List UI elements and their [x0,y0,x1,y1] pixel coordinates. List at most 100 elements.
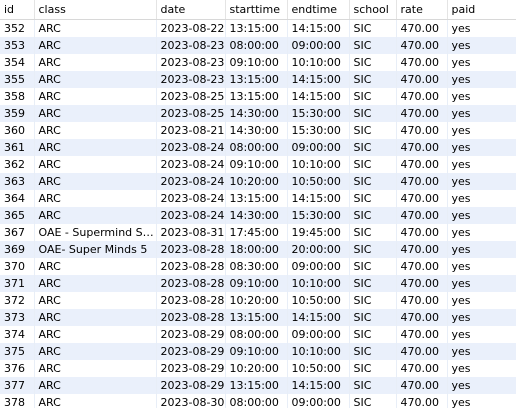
cell-endtime[interactable]: 14:15:00 [287,190,350,207]
cell-endtime[interactable]: 10:50:00 [287,173,350,190]
cell-class[interactable]: ARC [34,19,157,37]
cell-school[interactable]: SIC [349,105,397,122]
cell-endtime[interactable]: 14:15:00 [287,309,350,326]
cell-starttime[interactable]: 13:15:00 [225,190,288,207]
cell-starttime[interactable]: 08:00:00 [225,37,288,54]
cell-rate[interactable]: 470.00 [396,71,448,88]
cell-id[interactable]: 371 [0,275,35,292]
cell-date[interactable]: 2023-08-29 [156,377,226,394]
cell-class[interactable]: ARC [34,105,157,122]
cell-date[interactable]: 2023-08-24 [156,139,226,156]
cell-endtime[interactable]: 14:15:00 [287,88,350,105]
cell-class[interactable]: ARC [34,258,157,275]
cell-date[interactable]: 2023-08-22 [156,19,226,37]
cell-starttime[interactable]: 14:30:00 [225,122,288,139]
cell-endtime[interactable]: 15:30:00 [287,105,350,122]
cell-id[interactable]: 360 [0,122,35,139]
cell-date[interactable]: 2023-08-29 [156,343,226,360]
cell-starttime[interactable]: 17:45:00 [225,224,288,241]
cell-endtime[interactable]: 10:10:00 [287,343,350,360]
cell-id[interactable]: 377 [0,377,35,394]
cell-starttime[interactable]: 10:20:00 [225,173,288,190]
cell-school[interactable]: SIC [349,241,397,258]
cell-school[interactable]: SIC [349,394,397,408]
cell-school[interactable]: SIC [349,173,397,190]
cell-date[interactable]: 2023-08-25 [156,105,226,122]
cell-class[interactable]: ARC [34,377,157,394]
cell-date[interactable]: 2023-08-29 [156,326,226,343]
cell-paid[interactable]: yes [447,122,516,139]
cell-id[interactable]: 354 [0,54,35,71]
cell-starttime[interactable]: 13:15:00 [225,309,288,326]
cell-endtime[interactable]: 15:30:00 [287,122,350,139]
column-header-rate[interactable]: rate [396,0,448,20]
cell-school[interactable]: SIC [349,343,397,360]
cell-starttime[interactable]: 14:30:00 [225,105,288,122]
cell-class[interactable]: ARC [34,275,157,292]
cell-date[interactable]: 2023-08-23 [156,54,226,71]
table-row[interactable]: 365 ARC 2023-08-24 14:30:00 15:30:00 SIC 470.0… [0,207,516,224]
cell-id[interactable]: 355 [0,71,35,88]
cell-starttime[interactable]: 09:10:00 [225,156,288,173]
cell-school[interactable]: SIC [349,71,397,88]
cell-date[interactable]: 2023-08-24 [156,173,226,190]
cell-paid[interactable]: yes [447,207,516,224]
cell-date[interactable]: 2023-08-24 [156,190,226,207]
cell-paid[interactable]: yes [447,309,516,326]
cell-class[interactable]: OAE - Supermind St... [34,224,157,241]
cell-rate[interactable]: 470.00 [396,224,448,241]
cell-endtime[interactable]: 09:00:00 [287,326,350,343]
cell-rate[interactable]: 470.00 [396,19,448,37]
cell-class[interactable]: ARC [34,71,157,88]
cell-id[interactable]: 362 [0,156,35,173]
cell-starttime[interactable]: 13:15:00 [225,88,288,105]
cell-school[interactable]: SIC [349,37,397,54]
cell-starttime[interactable]: 08:00:00 [225,394,288,408]
cell-id[interactable]: 359 [0,105,35,122]
cell-endtime[interactable]: 20:00:00 [287,241,350,258]
table-row[interactable]: 362 ARC 2023-08-24 09:10:00 10:10:00 SIC 470.0… [0,156,516,173]
cell-date[interactable]: 2023-08-28 [156,241,226,258]
table-row[interactable]: 375 ARC 2023-08-29 09:10:00 10:10:00 SIC 470.0… [0,343,516,360]
cell-class[interactable]: ARC [34,207,157,224]
cell-date[interactable]: 2023-08-23 [156,37,226,54]
cell-endtime[interactable]: 19:45:00 [287,224,350,241]
cell-starttime[interactable]: 18:00:00 [225,241,288,258]
cell-id[interactable]: 353 [0,37,35,54]
cell-paid[interactable]: yes [447,292,516,309]
cell-starttime[interactable]: 08:00:00 [225,139,288,156]
cell-endtime[interactable]: 09:00:00 [287,37,350,54]
cell-school[interactable]: SIC [349,224,397,241]
cell-rate[interactable]: 470.00 [396,292,448,309]
cell-school[interactable]: SIC [349,156,397,173]
cell-class[interactable]: ARC [34,122,157,139]
cell-paid[interactable]: yes [447,258,516,275]
cell-paid[interactable]: yes [447,190,516,207]
cell-rate[interactable]: 470.00 [396,139,448,156]
cell-class[interactable]: ARC [34,190,157,207]
cell-rate[interactable]: 470.00 [396,156,448,173]
cell-endtime[interactable]: 10:50:00 [287,292,350,309]
cell-endtime[interactable]: 09:00:00 [287,394,350,408]
cell-id[interactable]: 363 [0,173,35,190]
table-row[interactable]: 371 ARC 2023-08-28 09:10:00 10:10:00 SIC 470.0… [0,275,516,292]
cell-rate[interactable]: 470.00 [396,190,448,207]
cell-school[interactable]: SIC [349,360,397,377]
cell-class[interactable]: ARC [34,139,157,156]
cell-school[interactable]: SIC [349,88,397,105]
table-row[interactable]: 377 ARC 2023-08-29 13:15:00 14:15:00 SIC 470.0… [0,377,516,394]
cell-school[interactable]: SIC [349,292,397,309]
table-row[interactable]: 374 ARC 2023-08-29 08:00:00 09:00:00 SIC 470.0… [0,326,516,343]
cell-paid[interactable]: yes [447,394,516,408]
cell-rate[interactable]: 470.00 [396,54,448,71]
cell-id[interactable]: 374 [0,326,35,343]
cell-starttime[interactable]: 09:10:00 [225,343,288,360]
cell-starttime[interactable]: 08:30:00 [225,258,288,275]
column-header-endtime[interactable]: endtime [287,0,350,20]
cell-paid[interactable]: yes [447,19,516,37]
cell-starttime[interactable]: 09:10:00 [225,275,288,292]
cell-endtime[interactable]: 10:10:00 [287,54,350,71]
cell-class[interactable]: ARC [34,37,157,54]
cell-rate[interactable]: 470.00 [396,241,448,258]
cell-endtime[interactable]: 10:10:00 [287,275,350,292]
